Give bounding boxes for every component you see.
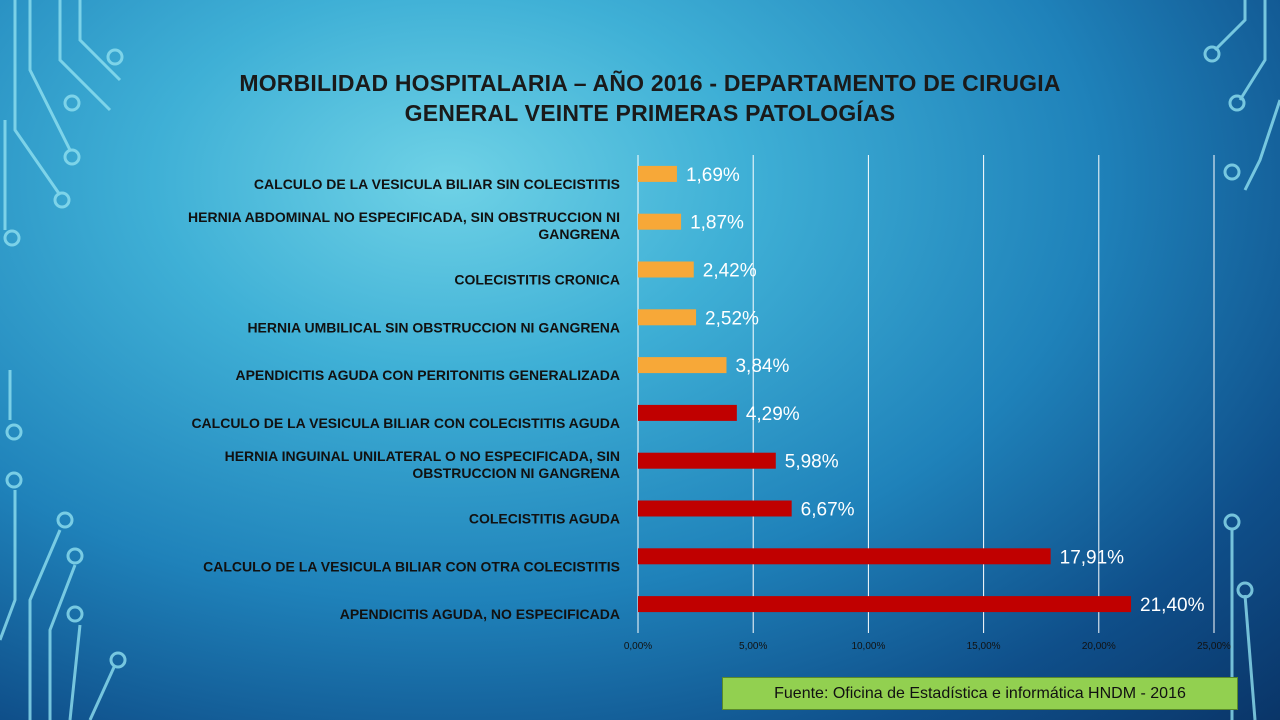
chart-category-labels: CALCULO DE LA VESICULA BILIAR SIN COLECI…	[188, 176, 620, 622]
value-label: 2,42%	[703, 261, 757, 282]
chart-title: MORBILIDAD HOSPITALARIA – AÑO 2016 - DEP…	[150, 68, 1150, 128]
category-label: CALCULO DE LA VESICULA BILIAR CON OTRA C…	[203, 558, 620, 574]
bar	[638, 309, 697, 326]
bar	[638, 357, 727, 374]
bar	[638, 213, 682, 230]
value-label: 21,40%	[1140, 595, 1205, 616]
value-label: 3,84%	[735, 356, 789, 377]
chart-title-line2: GENERAL VEINTE PRIMERAS PATOLOGÍAS	[404, 100, 896, 126]
value-label: 6,67%	[801, 500, 855, 521]
value-label: 1,69%	[686, 165, 740, 186]
category-label: CALCULO DE LA VESICULA BILIAR SIN COLECI…	[254, 176, 620, 192]
value-label: 2,52%	[705, 308, 759, 329]
value-label: 17,91%	[1060, 547, 1125, 568]
category-label: APENDICITIS AGUDA, NO ESPECIFICADA	[340, 606, 620, 622]
bar	[638, 596, 1132, 613]
x-tick-label: 0,00%	[624, 641, 652, 652]
category-label: GANGRENA	[538, 226, 620, 242]
category-label: HERNIA INGUINAL UNILATERAL O NO ESPECIFI…	[225, 448, 620, 464]
x-tick-label: 5,00%	[739, 641, 767, 652]
bar	[638, 404, 737, 421]
x-tick-label: 25,00%	[1197, 641, 1231, 652]
category-label: CALCULO DE LA VESICULA BILIAR CON COLECI…	[191, 415, 620, 431]
value-label: 5,98%	[785, 452, 839, 473]
bar	[638, 165, 677, 182]
chart-title-line1: MORBILIDAD HOSPITALARIA – AÑO 2016 - DEP…	[239, 70, 1061, 96]
chart-bars: 1,69% 1,87% 2,42% 2,52% 3,84% 4,29% 5,98% 6,67%…	[638, 165, 1205, 616]
bar	[638, 500, 792, 517]
bar	[638, 548, 1051, 565]
source-note: Fuente: Oficina de Estadística e informá…	[722, 677, 1238, 710]
category-label: COLECISTITIS CRONICA	[454, 272, 620, 288]
value-label: 1,87%	[690, 213, 744, 234]
category-label: APENDICITIS AGUDA CON PERITONITIS GENERA…	[235, 367, 620, 383]
x-tick-label: 15,00%	[967, 641, 1001, 652]
category-label: COLECISTITIS AGUDA	[469, 511, 620, 527]
x-tick-label: 20,00%	[1082, 641, 1116, 652]
bar	[638, 452, 776, 469]
value-label: 4,29%	[746, 404, 800, 425]
chart-x-ticks: 0,00% 5,00% 10,00% 15,00% 20,00% 25,00%	[624, 641, 1231, 652]
bar	[638, 261, 694, 278]
category-label: HERNIA UMBILICAL SIN OBSTRUCCION NI GANG…	[247, 319, 620, 335]
category-label: OBSTRUCCION NI GANGRENA	[412, 465, 620, 481]
category-label: HERNIA ABDOMINAL NO ESPECIFICADA, SIN OB…	[188, 209, 620, 225]
x-tick-label: 10,00%	[851, 641, 885, 652]
